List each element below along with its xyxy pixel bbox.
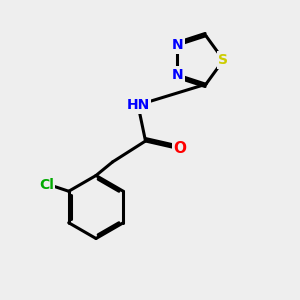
Text: N: N [172, 68, 183, 82]
Text: Cl: Cl [39, 178, 54, 192]
Text: N: N [172, 38, 183, 52]
Text: O: O [173, 141, 187, 156]
Text: S: S [218, 53, 229, 67]
Text: HN: HN [126, 98, 150, 112]
